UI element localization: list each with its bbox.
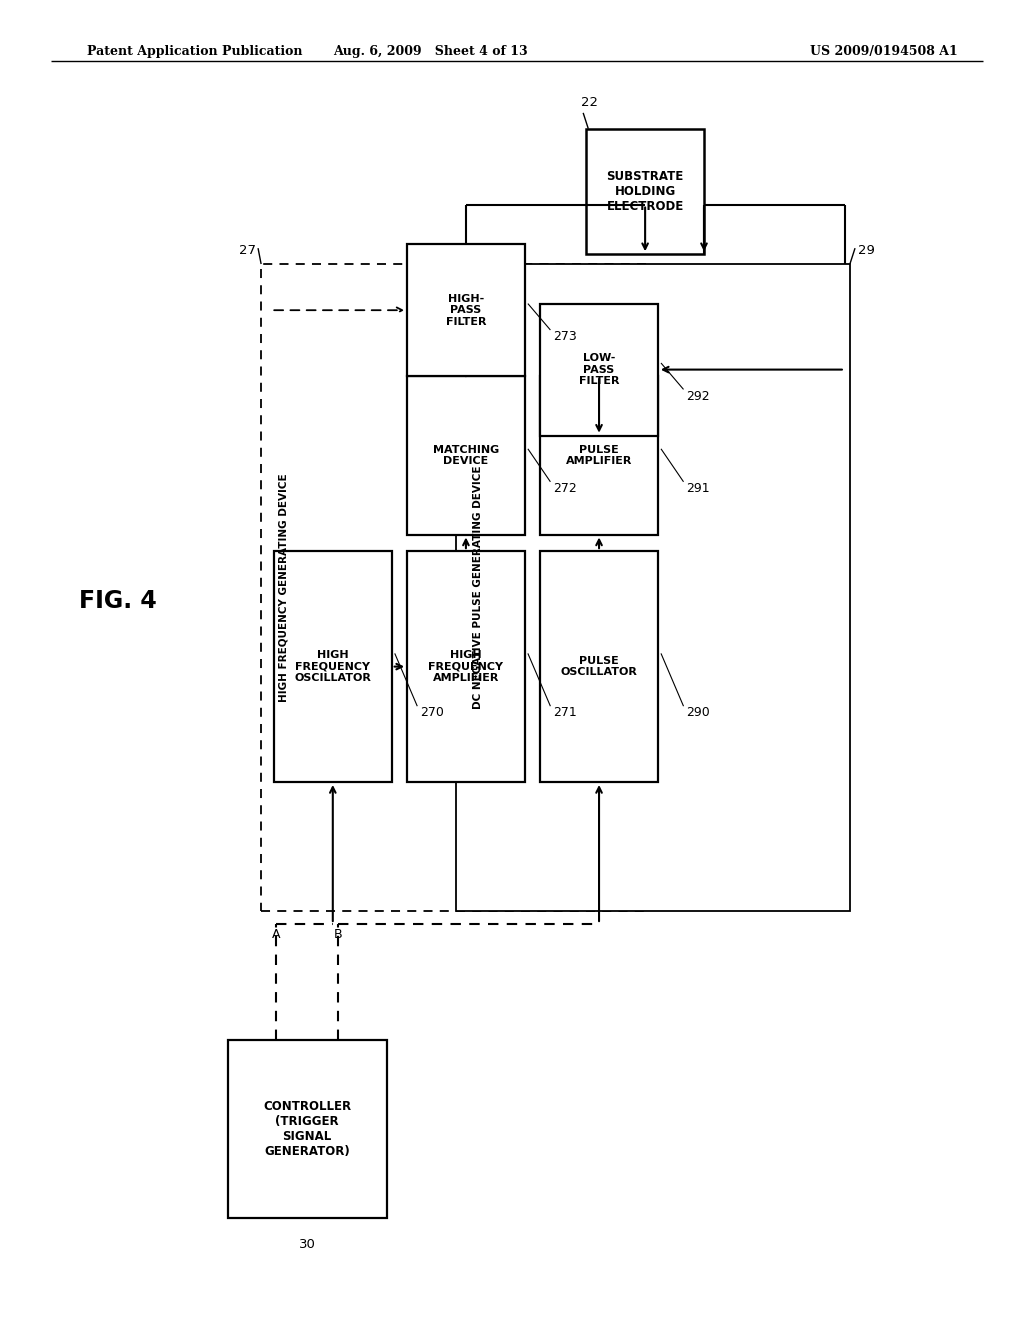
- Text: 291: 291: [686, 482, 711, 495]
- Text: B: B: [334, 928, 342, 941]
- Text: 270: 270: [421, 706, 444, 719]
- Text: Aug. 6, 2009   Sheet 4 of 13: Aug. 6, 2009 Sheet 4 of 13: [333, 45, 527, 58]
- Bar: [541, 304, 657, 436]
- Text: FIG. 4: FIG. 4: [79, 589, 157, 612]
- Text: HIGH-
PASS
FILTER: HIGH- PASS FILTER: [445, 293, 486, 327]
- Text: US 2009/0194508 A1: US 2009/0194508 A1: [810, 45, 957, 58]
- Bar: [274, 552, 391, 781]
- Text: 273: 273: [554, 330, 578, 343]
- Text: HIGH FREQUENCY GENERATING DEVICE: HIGH FREQUENCY GENERATING DEVICE: [279, 473, 289, 702]
- Bar: [541, 552, 657, 781]
- Bar: [261, 264, 650, 911]
- Text: 29: 29: [858, 244, 874, 257]
- Text: Patent Application Publication: Patent Application Publication: [87, 45, 302, 58]
- Bar: [227, 1040, 386, 1217]
- Bar: [541, 376, 657, 535]
- Bar: [408, 244, 525, 376]
- Text: MATCHING
DEVICE: MATCHING DEVICE: [433, 445, 499, 466]
- Text: 22: 22: [582, 96, 598, 110]
- Text: 290: 290: [686, 706, 711, 719]
- Bar: [456, 264, 850, 911]
- Text: 30: 30: [299, 1238, 315, 1250]
- Bar: [586, 129, 705, 253]
- Text: 292: 292: [686, 389, 711, 403]
- Bar: [408, 552, 525, 781]
- Text: 271: 271: [554, 706, 578, 719]
- Text: 27: 27: [239, 244, 256, 257]
- Text: SUBSTRATE
HOLDING
ELECTRODE: SUBSTRATE HOLDING ELECTRODE: [606, 170, 684, 213]
- Text: LOW-
PASS
FILTER: LOW- PASS FILTER: [579, 352, 620, 387]
- Text: PULSE
AMPLIFIER: PULSE AMPLIFIER: [566, 445, 632, 466]
- Text: 272: 272: [554, 482, 578, 495]
- Bar: [408, 376, 525, 535]
- Text: CONTROLLER
(TRIGGER
SIGNAL
GENERATOR): CONTROLLER (TRIGGER SIGNAL GENERATOR): [263, 1100, 351, 1158]
- Text: HIGH
FREQUENCY
OSCILLATOR: HIGH FREQUENCY OSCILLATOR: [294, 649, 372, 684]
- Text: DC NEGATIVE PULSE GENERATING DEVICE: DC NEGATIVE PULSE GENERATING DEVICE: [473, 466, 483, 709]
- Text: HIGH
FREQUENCY
AMPLIFIER: HIGH FREQUENCY AMPLIFIER: [428, 649, 504, 684]
- Text: PULSE
OSCILLATOR: PULSE OSCILLATOR: [560, 656, 638, 677]
- Text: A: A: [272, 928, 281, 941]
